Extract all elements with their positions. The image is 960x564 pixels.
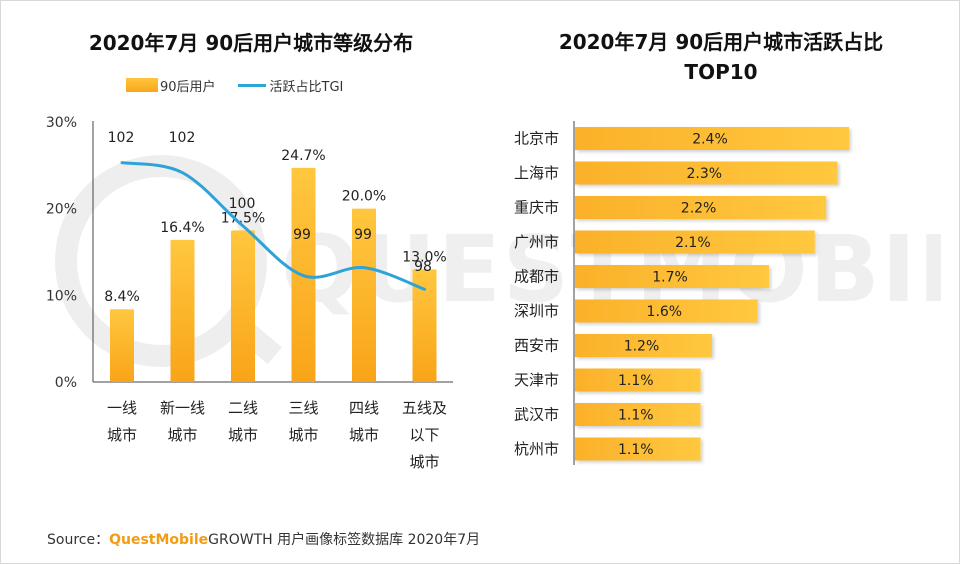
city-label: 广州市 xyxy=(514,233,559,251)
legend-line-label: 活跃占比TGI xyxy=(269,79,344,95)
city-label: 上海市 xyxy=(514,164,559,182)
right-chart-title-line2: TOP10 xyxy=(684,60,758,84)
city-value-label: 1.2% xyxy=(624,339,660,355)
source-rest: GROWTH 用户画像标签数据库 2020年7月 xyxy=(208,532,481,548)
city-value-label: 2.3% xyxy=(687,166,723,182)
city-value-label: 1.1% xyxy=(618,373,654,389)
city-bar-2 xyxy=(575,196,827,219)
city-label: 成都市 xyxy=(514,268,559,286)
bar-value-label: 16.4% xyxy=(160,220,204,236)
source-note: Source： QuestMobile GROWTH 用户画像标签数据库 202… xyxy=(47,529,480,549)
x-category-label: 城市 xyxy=(349,426,379,444)
x-category-label: 四线 xyxy=(349,399,379,417)
x-category-label: 以下 xyxy=(409,426,439,444)
city-value-label: 2.4% xyxy=(692,132,728,148)
source-prefix: Source： xyxy=(47,532,110,548)
legend-line-swatch xyxy=(237,83,266,87)
city-value-label: 2.2% xyxy=(681,201,717,217)
city-value-label: 1.7% xyxy=(652,270,688,286)
city-value-label: 1.6% xyxy=(647,304,683,320)
city-label: 武汉市 xyxy=(514,406,559,424)
left-chart: 30%20%10%0% 8.4%16.4%17.5%24.7%20.0%13.0… xyxy=(46,115,453,471)
city-label: 西安市 xyxy=(514,337,559,355)
city-label: 重庆市 xyxy=(514,199,559,217)
x-category-label: 城市 xyxy=(167,426,197,444)
tgi-value-label: 98 xyxy=(414,259,432,275)
x-category-label: 新一线 xyxy=(160,399,205,417)
bar-value-label: 8.4% xyxy=(104,289,140,305)
city-bar-5 xyxy=(575,299,758,323)
tgi-value-label: 99 xyxy=(354,227,372,243)
tgi-line xyxy=(120,161,426,291)
city-label: 杭州市 xyxy=(514,440,559,458)
city-bar-0 xyxy=(575,127,849,150)
city-bar-1 xyxy=(575,161,838,185)
city-bar-9 xyxy=(575,437,701,461)
source-brand: QuestMobile xyxy=(109,532,209,548)
x-category-label: 五线及 xyxy=(402,399,447,417)
bar-4 xyxy=(352,208,376,382)
x-category-label: 城市 xyxy=(107,426,137,444)
bar-1 xyxy=(170,239,195,382)
right-chart-title-line1: 2020年7月 90后用户城市活跃占比 xyxy=(558,30,884,54)
x-category-label: 城市 xyxy=(288,426,318,444)
tgi-value-label: 100 xyxy=(229,196,256,212)
legend: 90后用户 活跃占比TGI xyxy=(126,75,343,95)
bar-5 xyxy=(412,269,437,382)
x-category-label: 城市 xyxy=(409,453,439,471)
x-category-label: 二线 xyxy=(228,399,258,417)
bar-2 xyxy=(231,230,255,382)
x-category-label: 三线 xyxy=(288,399,318,417)
bar-0 xyxy=(110,309,134,382)
city-label: 天津市 xyxy=(514,371,559,389)
x-category-label: 一线 xyxy=(107,399,137,417)
y-tick-label: 20% xyxy=(46,202,77,218)
bar-value-label: 13.0% xyxy=(402,249,446,265)
y-tick-label: 10% xyxy=(46,288,77,304)
city-bar-8 xyxy=(575,403,701,426)
left-chart-title: 2020年7月 90后用户城市等级分布 xyxy=(88,31,414,55)
city-value-label: 2.1% xyxy=(675,235,711,251)
y-tick-label: 0% xyxy=(55,375,77,391)
city-value-label: 1.1% xyxy=(618,442,654,458)
city-label: 深圳市 xyxy=(514,302,559,320)
y-tick-label: 30% xyxy=(46,115,77,131)
tgi-value-label: 102 xyxy=(108,130,135,146)
tgi-value-label: 102 xyxy=(169,130,196,146)
city-bar-4 xyxy=(575,265,770,288)
bar-value-label: 24.7% xyxy=(281,148,325,164)
city-label: 北京市 xyxy=(514,130,559,148)
legend-bar-swatch xyxy=(126,78,158,92)
city-bar-3 xyxy=(575,230,815,254)
city-value-label: 1.1% xyxy=(618,408,654,424)
legend-bar-label: 90后用户 xyxy=(160,79,216,95)
tgi-value-label: 99 xyxy=(293,227,311,243)
x-category-label: 城市 xyxy=(228,426,258,444)
bar-value-label: 20.0% xyxy=(342,189,386,205)
city-bar-7 xyxy=(575,368,701,392)
right-chart-title: 2020年7月 90后用户城市活跃占比 TOP10 xyxy=(501,27,941,87)
city-bar-6 xyxy=(575,334,712,357)
